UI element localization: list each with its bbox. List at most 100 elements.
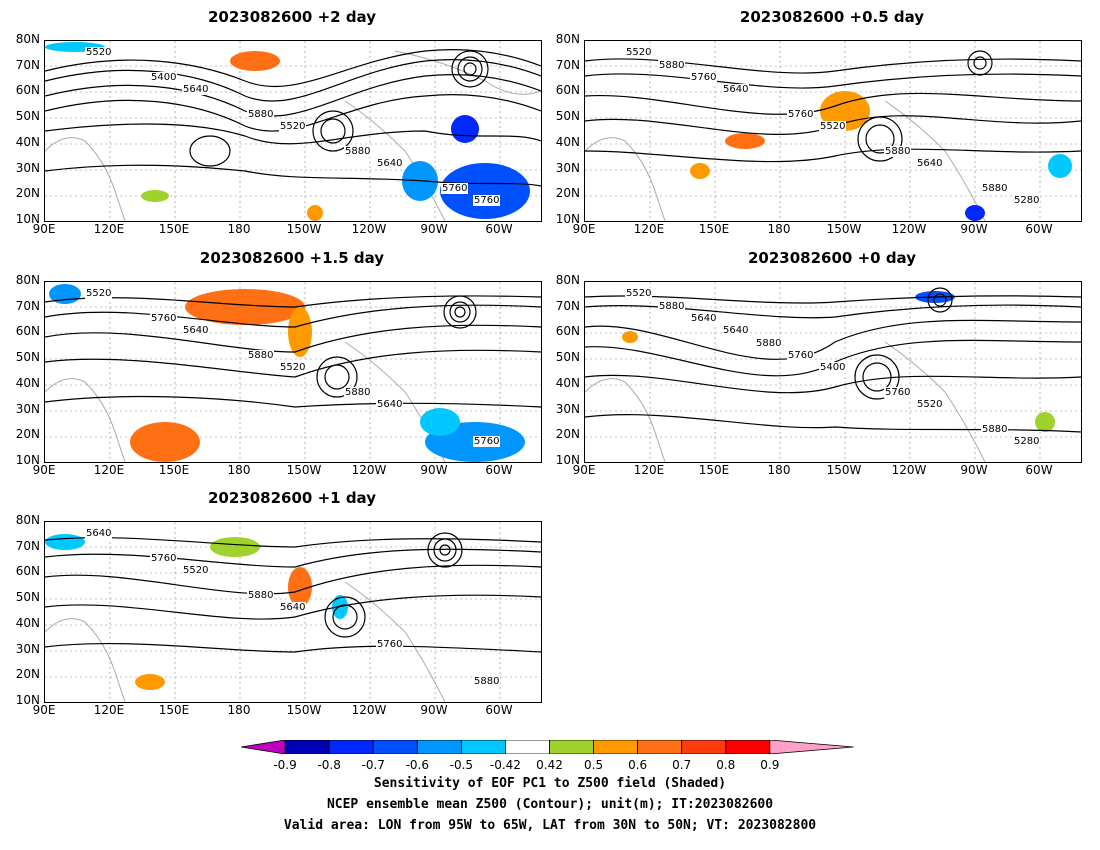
lon-label: 180 xyxy=(227,703,251,717)
lat-label: 60N xyxy=(15,324,40,339)
contour-label: 5640 xyxy=(376,399,404,410)
colorbar-segment xyxy=(460,740,506,754)
panel-plus-2-day: 2023082600 +2 day xyxy=(44,8,542,222)
contour-label: 5880 xyxy=(658,60,686,71)
caption-line-2: NCEP ensemble mean Z500 (Contour); unit(… xyxy=(326,797,774,812)
contour-label: 5760 xyxy=(150,553,178,564)
contour-label: 5880 xyxy=(473,676,501,687)
colorbar-tick-label: -0.6 xyxy=(405,758,429,772)
lon-label: 90E xyxy=(572,222,596,236)
contour-label: 5880 xyxy=(981,183,1009,194)
lat-label: 20N xyxy=(15,667,40,682)
lat-label: 50N xyxy=(555,350,580,365)
contour-label: 5640 xyxy=(722,84,750,95)
lon-label: 120E xyxy=(633,463,665,477)
lat-label: 10N xyxy=(15,211,40,226)
lon-label: 150E xyxy=(158,222,190,236)
panel-title: 2023082600 +0.5 day xyxy=(739,8,925,26)
lon-label: 90W xyxy=(960,463,988,477)
map-area: 5520 5640 5520 5640 5760 5400 5880 5880 5760 xyxy=(44,40,542,222)
colorbar-tick-label: -0.42 xyxy=(489,758,521,772)
lon-label: 150W xyxy=(826,463,862,477)
colorbar xyxy=(241,740,854,754)
lon-label: 150W xyxy=(286,703,322,717)
contour-label: 5520 xyxy=(279,362,307,373)
contours xyxy=(45,49,541,187)
coastlines xyxy=(585,100,986,221)
contour-label: 5880 xyxy=(981,424,1009,435)
contour-label: 5760 xyxy=(884,387,912,398)
panel-plus-1-5-day: 2023082600 +1.5 day xyxy=(44,249,542,463)
contour-label: 5760 xyxy=(473,195,501,206)
contours xyxy=(585,287,1081,433)
contour-label: 5640 xyxy=(279,602,307,613)
lat-label: 70N xyxy=(15,298,40,313)
lon-label: 150W xyxy=(286,463,322,477)
lat-label: 50N xyxy=(555,109,580,124)
contour-label: 5520 xyxy=(916,399,944,410)
lat-label: 10N xyxy=(555,452,580,467)
lon-label: 120W xyxy=(891,222,927,236)
contour-label: 5880 xyxy=(247,350,275,361)
lon-label: 150E xyxy=(698,463,730,477)
contour-label: 5280 xyxy=(1013,195,1041,206)
colorbar-tick-label: -0.7 xyxy=(361,758,385,772)
lon-label: 120E xyxy=(93,222,125,236)
lat-label: 40N xyxy=(15,134,40,149)
contour-label: 5640 xyxy=(916,158,944,169)
lon-label: 120W xyxy=(351,222,387,236)
lon-label: 150E xyxy=(158,463,190,477)
colorbar-segment xyxy=(372,740,418,754)
map-area: 5520 5640 5520 5640 5760 5760 5880 5880 xyxy=(44,281,542,463)
contour-label: 5880 xyxy=(247,590,275,601)
lon-label: 60W xyxy=(485,703,513,717)
contour-label: 5640 xyxy=(182,84,210,95)
lon-label: 60W xyxy=(1025,222,1053,236)
lat-label: 40N xyxy=(15,375,40,390)
colorbar-segment xyxy=(681,740,727,754)
map-area: 5640 5520 5640 5760 5880 5760 5880 xyxy=(44,521,542,703)
map-svg xyxy=(45,522,541,702)
colorbar-tick-label: -0.8 xyxy=(317,758,341,772)
map-area: 5520 5640 5520 5640 5280 5760 5760 5880 5880 5880 xyxy=(584,40,1082,222)
colorbar-segment xyxy=(593,740,639,754)
contour-label: 5520 xyxy=(625,47,653,58)
lat-label: 40N xyxy=(555,134,580,149)
contour-label: 5760 xyxy=(787,109,815,120)
lon-label: 120E xyxy=(93,463,125,477)
colorbar-tick-label: 0.5 xyxy=(584,758,604,772)
lat-label: 50N xyxy=(15,109,40,124)
contour-label: 5280 xyxy=(1013,436,1041,447)
contour-label: 5640 xyxy=(376,158,404,169)
contour-label: 5880 xyxy=(344,146,372,157)
panel-plus-1-day: 2023082600 +1 day xyxy=(44,489,542,703)
lon-label: 150W xyxy=(286,222,322,236)
contour-label: 5520 xyxy=(85,288,113,299)
lon-label: 180 xyxy=(767,463,791,477)
contour-label: 5520 xyxy=(85,47,113,58)
colorbar-tick-label: 0.6 xyxy=(628,758,648,772)
lat-label: 40N xyxy=(15,615,40,630)
lat-label: 20N xyxy=(555,186,580,201)
contour-label: 5640 xyxy=(690,313,718,324)
caption-line-3: Valid area: LON from 95W to 65W, LAT fro… xyxy=(283,818,817,833)
panel-title: 2023082600 +1 day xyxy=(208,489,376,507)
lat-label: 70N xyxy=(555,57,580,72)
lat-label: 80N xyxy=(15,273,40,287)
panel-plus-0-5-day: 2023082600 +0.5 day xyxy=(584,8,1082,222)
colorbar-segment xyxy=(549,740,594,754)
panel-plus-0-day: 2023082600 +0 day xyxy=(584,249,1082,463)
lon-label: 60W xyxy=(485,463,513,477)
colorbar-tick-label: 0.9 xyxy=(760,758,780,772)
contour-label: 5760 xyxy=(787,350,815,361)
lon-label: 120E xyxy=(633,222,665,236)
panel-title: 2023082600 +1.5 day xyxy=(199,249,385,267)
contour-label: 5880 xyxy=(344,387,372,398)
lat-label: 80N xyxy=(555,32,580,46)
colorbar-tick-label: 0.42 xyxy=(536,758,563,772)
coastlines xyxy=(585,341,986,462)
map-area: 5520 5640 5400 5520 5280 5640 5760 5760 5880 5880… xyxy=(584,281,1082,463)
lon-label: 150W xyxy=(826,222,862,236)
lat-label: 60N xyxy=(555,324,580,339)
lon-label: 180 xyxy=(227,463,251,477)
